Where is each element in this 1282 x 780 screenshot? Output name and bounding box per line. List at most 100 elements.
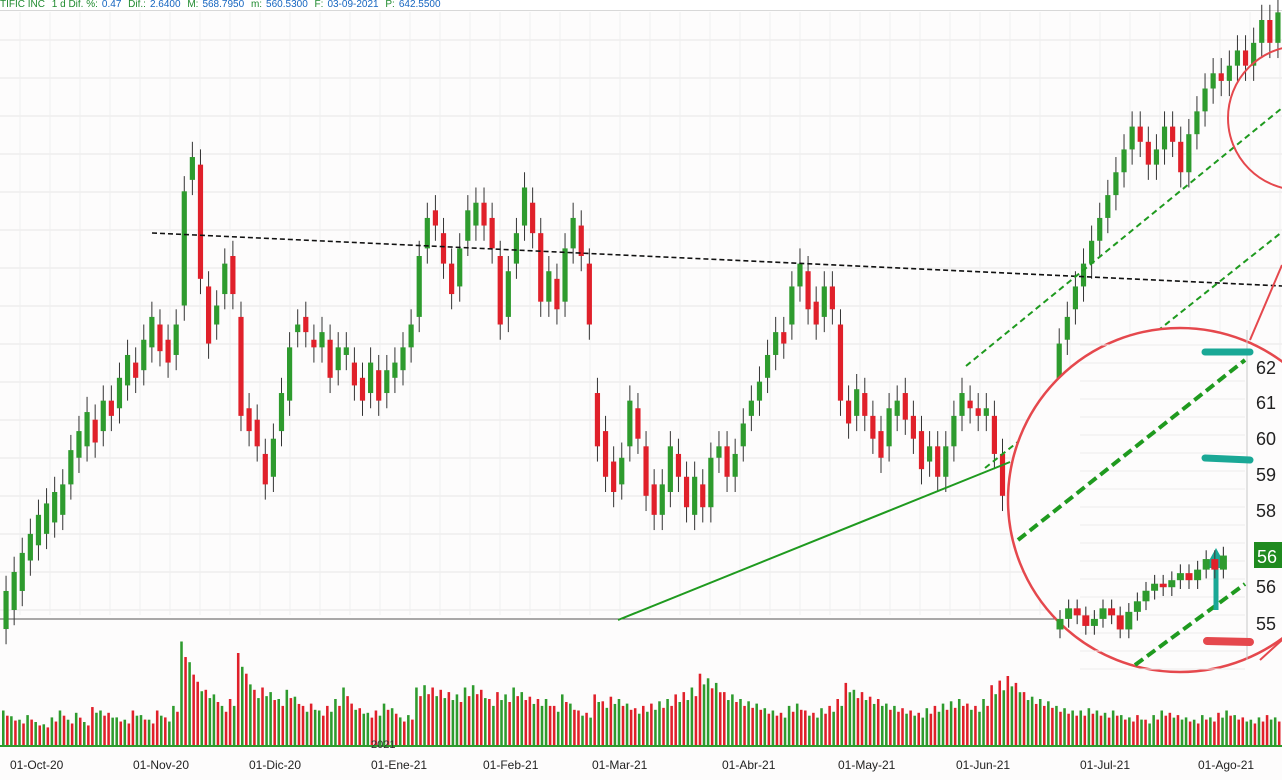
candle — [481, 187, 487, 241]
volume-bar — [196, 681, 199, 745]
volume-bar — [62, 715, 66, 745]
volume-bar — [484, 698, 487, 745]
volume-bar — [378, 715, 382, 745]
volume-bar — [1269, 719, 1273, 745]
diff-label: Dif.: — [128, 0, 146, 10]
candle — [335, 332, 341, 386]
volume-bar — [1233, 715, 1236, 745]
x-tick-label: 01-Ago-21 — [1198, 758, 1255, 772]
volume-bar — [787, 705, 791, 745]
date-label: F: — [314, 0, 324, 10]
candle — [359, 362, 366, 416]
inset-y-tick-label: 60 — [1256, 429, 1276, 449]
inset-candle — [1202, 550, 1210, 579]
volume-bar — [698, 673, 702, 745]
candle — [408, 309, 414, 363]
candle — [489, 202, 495, 264]
volume-bar — [123, 719, 127, 745]
volume-bar — [763, 708, 767, 745]
volume-bar — [970, 709, 973, 745]
inset-candle — [1219, 546, 1227, 579]
volume-bar — [139, 715, 143, 745]
volume-bar — [245, 673, 248, 745]
volume-bar — [674, 694, 677, 745]
candle — [918, 415, 925, 485]
volume-bar — [91, 707, 94, 745]
volume-bar — [451, 700, 455, 745]
volume-bar — [305, 711, 309, 745]
volume-bar — [30, 719, 33, 745]
inset-candle — [1108, 599, 1116, 625]
diff-value: 2.6400 — [149, 0, 181, 10]
volume-bar — [804, 710, 807, 745]
volume-bar — [390, 708, 394, 745]
volume-bar — [208, 698, 212, 745]
volume-bar — [897, 711, 900, 745]
volume-bar — [654, 709, 657, 745]
zoom-circle — [1006, 326, 1282, 674]
candle — [667, 431, 673, 508]
candle — [141, 324, 147, 386]
candle — [748, 385, 754, 432]
volume-bar — [727, 700, 730, 745]
resistance-line — [151, 232, 1282, 287]
candle — [1218, 58, 1224, 97]
candle — [562, 233, 568, 317]
volume-bar — [1273, 717, 1277, 745]
candle — [740, 408, 746, 462]
candle — [1161, 111, 1168, 165]
candle — [886, 393, 892, 462]
volume-bar — [581, 715, 584, 745]
candle — [392, 347, 398, 394]
max-label: M: — [187, 0, 199, 10]
volume-bar — [524, 700, 528, 745]
volume-bar — [512, 687, 515, 745]
volume-bar — [925, 708, 929, 745]
volume-bar — [1051, 707, 1054, 745]
zoom-inset: 56 62 61 60 59 58 56 55 — [1006, 326, 1282, 674]
candle — [927, 431, 933, 477]
volume-bar — [265, 696, 268, 745]
candle — [683, 461, 690, 523]
volume-bar — [1237, 719, 1240, 745]
candle — [1097, 202, 1103, 256]
volume-bar — [876, 699, 880, 745]
volume-bar — [107, 712, 110, 745]
candle — [173, 309, 179, 371]
volume-bar — [921, 717, 925, 745]
candle — [991, 400, 997, 470]
volume-bar — [520, 692, 524, 745]
x-tick-label: 01-Mar-21 — [592, 758, 648, 772]
volume-bar — [479, 689, 483, 745]
candle — [732, 438, 738, 492]
volume-bar — [913, 715, 916, 745]
x-tick-label: 01-Jul-21 — [1080, 758, 1131, 772]
candle — [424, 202, 430, 264]
volume-bar — [317, 710, 321, 745]
candle — [1234, 35, 1241, 81]
volume-bar — [338, 705, 341, 745]
candle — [773, 316, 779, 371]
candle — [1194, 96, 1200, 150]
volume-bar — [1164, 715, 1168, 745]
volume-bar — [808, 715, 811, 745]
volume-bar — [666, 699, 669, 745]
volume-bar — [467, 696, 471, 745]
candle — [659, 469, 665, 531]
inset-y-tick-label: 61 — [1256, 393, 1276, 413]
candle — [538, 217, 544, 317]
volume-bar — [322, 715, 325, 745]
candle — [578, 210, 584, 272]
volume-bar — [54, 721, 58, 745]
volume-bar — [1257, 717, 1261, 745]
info-bar: TIFIC INC 1 d Dif. %: 0.47 Dif.: 2.6400 M:… — [0, 0, 1282, 11]
volume-bar — [257, 698, 260, 745]
candle — [1072, 271, 1079, 325]
volume-bar — [285, 689, 289, 745]
candle — [894, 385, 900, 432]
volume-bar — [1034, 703, 1038, 745]
volume-bar — [832, 711, 835, 745]
candles — [3, 0, 1281, 645]
volume-bar — [212, 694, 216, 745]
